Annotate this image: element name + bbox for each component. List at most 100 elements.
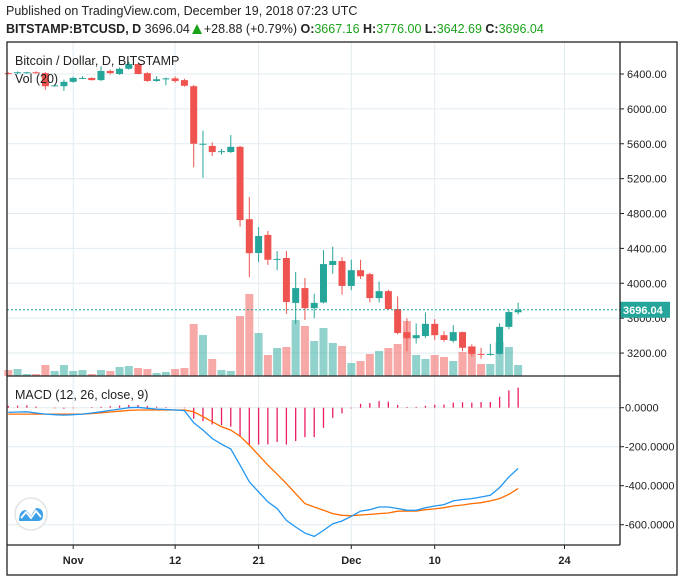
candle bbox=[227, 135, 235, 153]
candle-body bbox=[366, 274, 374, 299]
candle-body bbox=[171, 78, 179, 81]
candle-body bbox=[32, 72, 40, 74]
candle-body bbox=[319, 264, 327, 303]
candle bbox=[69, 76, 77, 83]
published-line: Published on TradingView.com, December 1… bbox=[6, 4, 358, 18]
candle bbox=[375, 281, 383, 303]
candle-body bbox=[292, 288, 300, 303]
candle bbox=[236, 145, 244, 227]
candle-body bbox=[190, 86, 198, 144]
volume-bar bbox=[458, 352, 467, 376]
series-title: Bitcoin / Dollar, D, BITSTAMP bbox=[15, 54, 179, 68]
volume-bar bbox=[198, 335, 207, 376]
volume-bar bbox=[208, 359, 217, 376]
volume-bar bbox=[282, 347, 291, 376]
candle bbox=[116, 67, 124, 75]
volume-bar bbox=[495, 342, 504, 376]
candle-body bbox=[236, 146, 244, 221]
candle-body bbox=[255, 236, 263, 254]
candle-body bbox=[14, 72, 22, 74]
macd-tick-label: -600.0000 bbox=[625, 520, 675, 532]
price-tick-label: 5600.00 bbox=[627, 139, 667, 151]
candle-body bbox=[23, 72, 31, 74]
volume-bar bbox=[254, 333, 263, 376]
candle-body bbox=[282, 257, 290, 303]
volume-bar bbox=[300, 326, 309, 376]
candle-body bbox=[134, 63, 142, 74]
candle bbox=[384, 289, 392, 310]
candle bbox=[14, 71, 22, 74]
candle bbox=[273, 251, 281, 271]
candle bbox=[143, 72, 151, 82]
volume-bar bbox=[273, 348, 282, 376]
macd-tick-label: -200.0000 bbox=[625, 442, 675, 454]
macd-label: MACD (12, 26, close, 9) bbox=[15, 388, 148, 402]
volume-bar bbox=[291, 320, 300, 376]
signal-line bbox=[8, 409, 519, 517]
candle-body bbox=[60, 81, 68, 87]
candle-body bbox=[338, 261, 346, 286]
candle bbox=[357, 259, 365, 279]
volume-bar bbox=[393, 344, 402, 376]
volume-bar bbox=[263, 355, 272, 376]
volume-bar bbox=[486, 364, 495, 376]
volume-bar bbox=[226, 371, 235, 376]
candle bbox=[329, 246, 337, 274]
candle-body bbox=[375, 291, 383, 299]
candle-body bbox=[394, 309, 402, 333]
volume-bar bbox=[449, 361, 458, 376]
candle bbox=[208, 142, 216, 156]
candle-body bbox=[227, 146, 235, 153]
candle-body bbox=[273, 258, 281, 260]
candle-body bbox=[384, 291, 392, 310]
candle-body bbox=[449, 332, 457, 341]
volume-bar bbox=[504, 347, 513, 376]
open-label: O: bbox=[300, 22, 315, 36]
volume-bar bbox=[338, 346, 347, 376]
volume-bar bbox=[69, 371, 78, 376]
candle bbox=[468, 344, 476, 357]
volume-bar bbox=[245, 294, 254, 376]
candle-body bbox=[69, 77, 77, 82]
candle bbox=[264, 230, 272, 265]
candle-body bbox=[403, 332, 411, 339]
candle-body bbox=[440, 335, 448, 340]
volume-bar bbox=[124, 366, 133, 376]
volume-bar bbox=[22, 374, 31, 376]
tradingview-cloud-logo-icon[interactable] bbox=[14, 497, 48, 531]
candle-body bbox=[486, 353, 494, 355]
volume-bar bbox=[375, 351, 384, 376]
volume-bar bbox=[97, 370, 105, 376]
volume-bar bbox=[50, 371, 59, 376]
macd-pane bbox=[7, 387, 519, 538]
candle-body bbox=[347, 270, 355, 286]
chart-frame bbox=[6, 41, 678, 576]
candle bbox=[319, 250, 327, 304]
price-tick-label: 4800.00 bbox=[627, 209, 667, 221]
volume-bar bbox=[143, 369, 152, 376]
volume-bar bbox=[78, 370, 87, 376]
candle bbox=[301, 278, 309, 320]
candle-body bbox=[125, 63, 133, 69]
candle bbox=[97, 66, 105, 81]
volume-bar bbox=[41, 365, 50, 376]
candle bbox=[199, 130, 207, 178]
candle bbox=[310, 293, 318, 319]
high-label: H: bbox=[363, 22, 377, 36]
candle bbox=[394, 296, 402, 335]
last-price-badge bbox=[620, 301, 670, 318]
volume-bar bbox=[412, 355, 421, 376]
candle bbox=[412, 323, 420, 344]
candle bbox=[440, 331, 448, 342]
time-tick-label: 21 bbox=[252, 555, 264, 567]
volume-bar bbox=[236, 316, 245, 376]
candle bbox=[477, 347, 485, 359]
volume-bar bbox=[310, 341, 319, 376]
macd-tick-label: 0.0000 bbox=[625, 403, 659, 415]
volume-bar bbox=[356, 361, 365, 376]
candle-body bbox=[264, 234, 272, 260]
candle bbox=[218, 148, 226, 155]
last-price-label: 3696.04 bbox=[623, 305, 664, 317]
volume-bar bbox=[365, 354, 374, 376]
